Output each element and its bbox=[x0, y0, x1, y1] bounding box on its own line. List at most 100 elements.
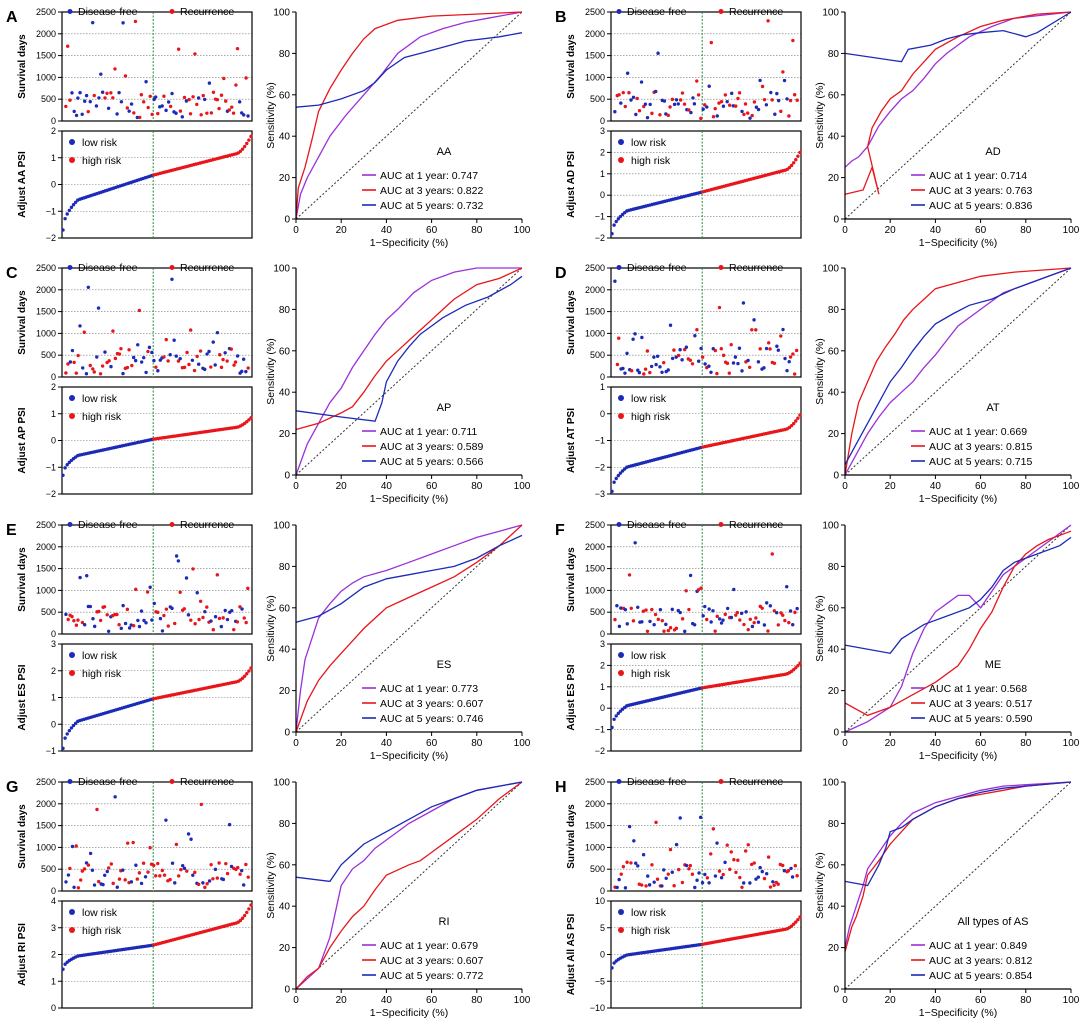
disease-free-point bbox=[119, 626, 123, 631]
low-risk-point bbox=[65, 212, 69, 216]
high-risk-point bbox=[787, 165, 792, 170]
recurrence-point bbox=[64, 371, 68, 375]
disease-free-point bbox=[684, 345, 689, 349]
recurrence-point bbox=[156, 861, 160, 866]
high-risk-point bbox=[249, 134, 253, 139]
recurrence-point bbox=[729, 342, 733, 347]
disease-free-point bbox=[86, 285, 91, 289]
recurrence-point bbox=[193, 622, 197, 626]
disease-free-point bbox=[202, 97, 207, 102]
recurrence-point bbox=[173, 621, 177, 626]
recurrence-point bbox=[235, 620, 240, 624]
legend-high-risk-label: high risk bbox=[631, 411, 671, 423]
recurrence-point bbox=[750, 328, 754, 332]
high-risk-point bbox=[245, 910, 249, 915]
survival-tick-label: 2000 bbox=[585, 799, 605, 809]
roc-xtick-label: 20 bbox=[885, 738, 897, 749]
recurrence-point bbox=[141, 100, 146, 104]
disease-free-point bbox=[713, 874, 718, 878]
disease-free-point bbox=[662, 868, 666, 872]
roc-curve-5-years bbox=[295, 275, 523, 422]
disease-free-point bbox=[746, 358, 750, 363]
risk-tick-label: 10 bbox=[595, 896, 605, 906]
recurrence-point bbox=[222, 76, 226, 81]
roc-legend-label: AUC at 5 years: 0.836 bbox=[929, 200, 1032, 212]
disease-free-point bbox=[133, 358, 138, 363]
recurrence-point bbox=[127, 348, 131, 352]
recurrence-point bbox=[92, 370, 96, 374]
risk-ylabel: Adjust RI PSI bbox=[17, 923, 28, 986]
recurrence-point bbox=[700, 355, 705, 359]
roc-xtick-label: 80 bbox=[471, 995, 483, 1006]
low-risk-point bbox=[63, 962, 67, 966]
roc-xtick-label: 80 bbox=[471, 738, 483, 749]
disease-free-point bbox=[121, 371, 125, 376]
recurrence-point bbox=[130, 363, 134, 368]
roc-ylabel: Sensitivity (%) bbox=[265, 595, 277, 662]
disease-free-point bbox=[640, 620, 644, 624]
recurrence-point bbox=[792, 372, 797, 376]
recurrence-point bbox=[690, 872, 695, 876]
low-risk-point bbox=[61, 746, 65, 751]
roc-ytick-label: 40 bbox=[828, 388, 840, 399]
roc-xlabel: 1−Specificity (%) bbox=[919, 237, 997, 249]
legend-disease-free-marker bbox=[616, 9, 622, 14]
disease-free-point bbox=[662, 99, 667, 103]
recurrence-point bbox=[225, 359, 229, 363]
disease-free-point bbox=[717, 617, 722, 621]
risk-tick-label: 3 bbox=[600, 639, 605, 649]
roc-legend-label: AUC at 3 years: 0.589 bbox=[380, 441, 483, 453]
roc-xtick-label: 80 bbox=[1020, 995, 1032, 1006]
low-risk-point bbox=[67, 460, 72, 465]
recurrence-point bbox=[65, 44, 70, 48]
recurrence-point bbox=[203, 885, 207, 890]
risk-tick-label: −2 bbox=[595, 462, 605, 472]
survival-tick-label: 500 bbox=[590, 607, 605, 617]
roc-ytick-label: 60 bbox=[828, 346, 840, 357]
recurrence-point bbox=[794, 348, 799, 353]
survival-tick-label: 2500 bbox=[36, 263, 56, 273]
high-risk-point bbox=[791, 421, 796, 426]
low-risk-point bbox=[65, 463, 69, 467]
recurrence-point bbox=[244, 862, 248, 867]
recurrence-point bbox=[178, 590, 182, 594]
recurrence-point bbox=[191, 567, 195, 571]
recurrence-point bbox=[643, 367, 648, 371]
disease-free-point bbox=[207, 81, 212, 85]
recurrence-point bbox=[92, 93, 96, 98]
disease-free-point bbox=[178, 356, 182, 361]
roc-xtick-label: 100 bbox=[1063, 995, 1080, 1006]
recurrence-point bbox=[760, 606, 764, 610]
risk-ylabel: Adjust All AS PSI bbox=[566, 914, 577, 996]
risk-tick-label: 3 bbox=[51, 639, 56, 649]
disease-free-point bbox=[103, 873, 107, 877]
roc-xtick-label: 0 bbox=[293, 225, 299, 236]
disease-free-point bbox=[109, 364, 113, 369]
recurrence-point bbox=[66, 617, 70, 622]
disease-free-point bbox=[82, 623, 87, 627]
recurrence-point bbox=[166, 359, 170, 363]
recurrence-point bbox=[156, 111, 160, 116]
disease-free-point bbox=[707, 364, 711, 368]
roc-reference-diagonal bbox=[295, 781, 523, 990]
risk-tick-label: 1 bbox=[51, 693, 56, 703]
recurrence-point bbox=[91, 367, 95, 371]
roc-legend-label: AUC at 3 years: 0.812 bbox=[929, 955, 1032, 967]
legend-recurrence-marker bbox=[169, 9, 175, 14]
roc-plot: 0 20 40 60 80 100 0 20 40 60 80 100 1−Specificity (%… bbox=[814, 521, 1080, 763]
recurrence-point bbox=[236, 865, 240, 870]
disease-free-point bbox=[240, 868, 244, 873]
disease-free-point bbox=[648, 102, 652, 107]
roc-curve-1-year bbox=[295, 524, 523, 733]
disease-free-point bbox=[88, 99, 92, 104]
roc-xtick-label: 20 bbox=[336, 738, 348, 749]
recurrence-point bbox=[211, 877, 215, 881]
panel-letter: C bbox=[6, 265, 18, 282]
survival-tick-label: 500 bbox=[41, 607, 56, 617]
survival-tick-label: 0 bbox=[600, 372, 605, 382]
disease-free-point bbox=[74, 113, 79, 118]
recurrence-point bbox=[205, 882, 209, 886]
recurrence-point bbox=[191, 95, 195, 99]
recurrence-point bbox=[117, 352, 122, 356]
high-risk-point bbox=[247, 418, 251, 422]
